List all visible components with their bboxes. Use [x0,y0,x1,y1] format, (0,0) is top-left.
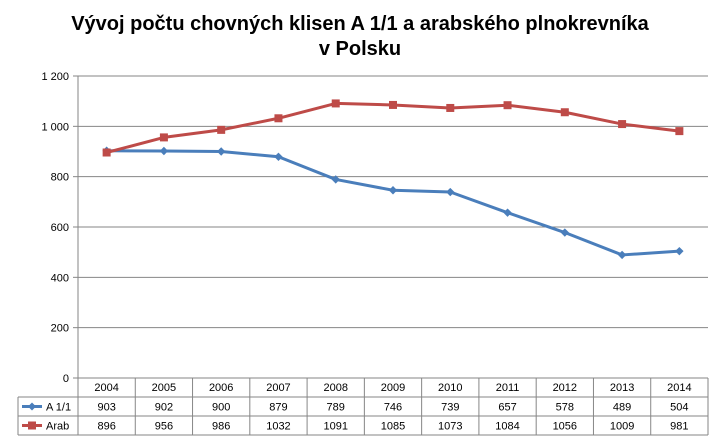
data-point [675,127,684,136]
data-point [102,148,111,157]
x-tick-label: 2005 [152,382,176,394]
data-point [331,175,340,184]
x-tick-label: 2010 [438,382,462,394]
data-table-cell: 657 [498,402,516,414]
series-line [106,149,680,257]
data-table-cell: 789 [327,402,345,414]
x-tick-label: 2011 [496,382,520,394]
data-table-cell: 746 [384,402,402,414]
data-table-cell: 1085 [381,421,405,433]
chart-title: Vývoj počtu chovných klisen A 1/1 a arab… [0,12,720,62]
data-point [618,120,627,129]
data-point [389,100,397,109]
data-table-cell: 1091 [323,421,347,433]
data-table-cell: 896 [97,421,115,433]
y-tick-label: 400 [51,272,69,284]
x-tick-label: 2007 [266,382,290,394]
data-table-cell: 578 [556,402,574,414]
data-point [617,250,627,260]
series-line [106,101,680,154]
legend-label: Arab [46,421,69,433]
chart-title-line-2: v Polsku [318,38,402,60]
data-table-cell: 986 [212,421,230,433]
data-table-cell: 739 [441,402,459,414]
y-tick-label: 0 [63,373,69,385]
data-table-cell: 1056 [553,421,577,433]
x-tick-label: 2006 [209,382,233,394]
data-point [274,114,283,123]
data-point [446,187,455,197]
y-tick-label: 800 [51,172,69,184]
data-table-cell: 504 [670,402,688,414]
data-point [503,101,512,110]
data-point [159,146,169,156]
data-table-cell: 903 [97,402,115,414]
x-tick-label: 2004 [94,382,118,394]
legend-marker [28,421,36,430]
data-table-cell: 489 [613,402,631,414]
x-tick-label: 2009 [381,382,405,394]
y-tick-label: 1 200 [41,71,69,83]
chart-title-line-1: Vývoj počtu chovných klisen A 1/1 a arab… [71,13,649,35]
y-tick-label: 600 [51,222,69,234]
data-point [217,125,226,134]
legend-marker [28,402,36,411]
data-table-cell: 902 [155,402,173,414]
data-table-cell: 879 [269,402,287,414]
data-table-cell: 956 [155,421,173,433]
x-tick-label: 2012 [553,382,577,394]
data-point [560,108,569,117]
data-point [503,208,512,217]
data-point [388,186,398,195]
x-tick-label: 2008 [323,382,347,394]
data-point [675,246,684,256]
x-tick-label: 2014 [667,382,691,394]
data-table-cell: 981 [670,421,688,433]
y-tick-label: 1 000 [41,121,69,133]
data-point [331,99,340,108]
data-table-cell: 1009 [610,421,634,433]
data-point [560,228,570,237]
data-table-cell: 1032 [266,421,290,433]
x-tick-label: 2013 [610,382,634,394]
data-table-cell: 900 [212,402,230,414]
y-tick-label: 200 [51,323,69,335]
data-table-cell: 1084 [495,421,519,433]
legend-label: A 1/1 [46,402,71,414]
data-table-cell: 1073 [438,421,462,433]
data-point [274,152,283,161]
data-point [446,103,455,112]
data-point [159,133,168,142]
data-point [216,147,226,156]
